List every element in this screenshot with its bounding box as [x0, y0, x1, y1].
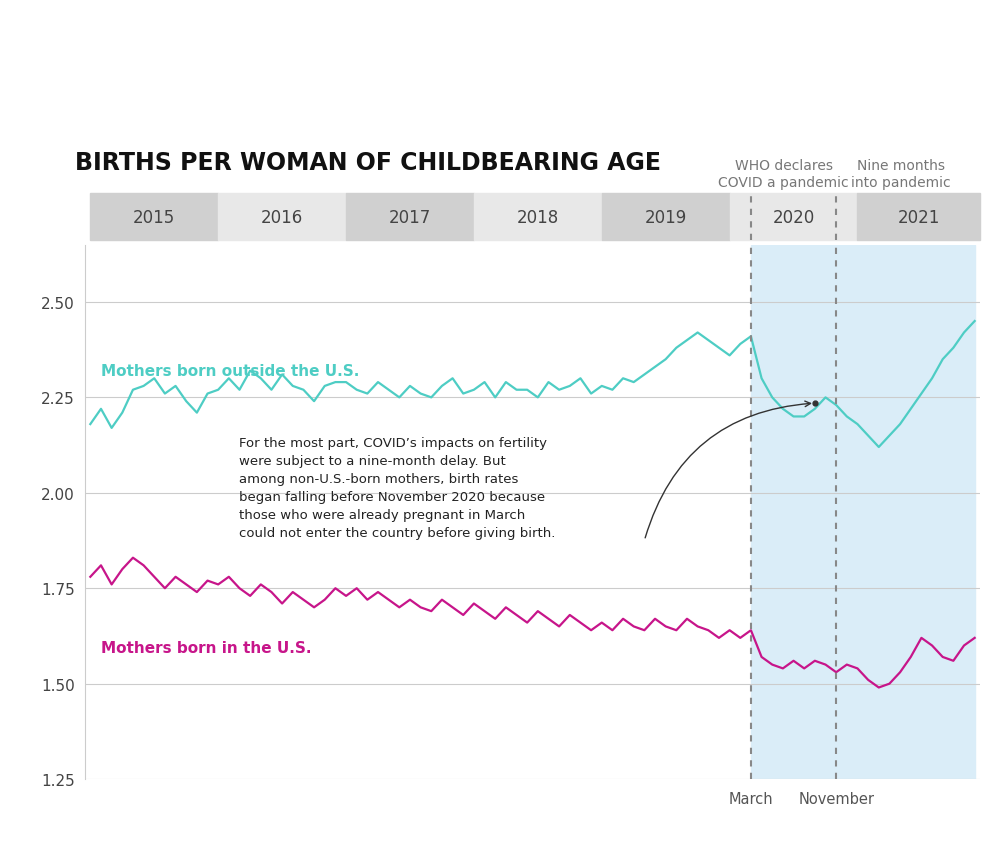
Text: BIRTHS PER WOMAN OF CHILDBEARING AGE: BIRTHS PER WOMAN OF CHILDBEARING AGE	[75, 151, 661, 175]
Text: 2021: 2021	[898, 208, 940, 226]
Text: 2020: 2020	[772, 208, 815, 226]
Text: 2019: 2019	[645, 208, 687, 226]
Text: March: March	[729, 790, 773, 806]
Text: November: November	[798, 790, 874, 806]
Text: Mothers born in the U.S.: Mothers born in the U.S.	[101, 641, 311, 655]
Text: 2016: 2016	[261, 208, 303, 226]
Bar	[751, 245, 975, 779]
Text: Nine months
into pandemic: Nine months into pandemic	[851, 159, 951, 189]
Text: WHO declares
COVID a pandemic: WHO declares COVID a pandemic	[718, 159, 849, 189]
Text: 2015: 2015	[133, 208, 175, 226]
Text: For the most part, COVID’s impacts on fertility
were subject to a nine-month del: For the most part, COVID’s impacts on fe…	[239, 436, 556, 539]
Text: 2018: 2018	[517, 208, 559, 226]
Text: 2017: 2017	[389, 208, 431, 226]
Text: Mothers born outside the U.S.: Mothers born outside the U.S.	[101, 363, 359, 379]
